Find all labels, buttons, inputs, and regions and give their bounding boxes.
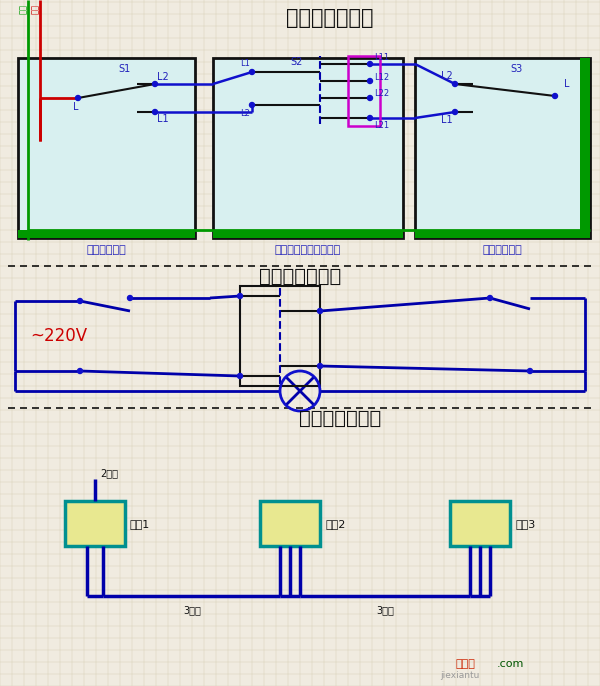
Bar xyxy=(348,56,380,126)
Bar xyxy=(213,58,403,238)
Circle shape xyxy=(452,110,458,115)
Text: L2: L2 xyxy=(441,71,453,81)
Circle shape xyxy=(77,298,83,303)
Text: S1: S1 xyxy=(118,64,130,74)
Bar xyxy=(580,58,590,230)
Bar xyxy=(260,501,320,546)
Bar xyxy=(213,230,403,238)
Text: L11: L11 xyxy=(374,53,389,62)
Text: S3: S3 xyxy=(510,64,522,74)
Text: L2: L2 xyxy=(240,108,250,117)
Text: S2: S2 xyxy=(290,57,302,67)
Circle shape xyxy=(76,95,80,101)
Text: L1: L1 xyxy=(157,114,169,124)
Circle shape xyxy=(527,368,533,373)
Text: 相线: 相线 xyxy=(19,4,28,14)
Text: 2根线: 2根线 xyxy=(100,468,118,478)
Bar xyxy=(450,501,510,546)
Circle shape xyxy=(128,296,133,300)
Circle shape xyxy=(250,69,254,75)
Text: 开关2: 开关2 xyxy=(325,519,346,529)
Circle shape xyxy=(487,296,493,300)
Text: 3根线: 3根线 xyxy=(183,605,201,615)
Text: L: L xyxy=(564,79,570,89)
Text: L: L xyxy=(73,102,79,112)
Bar xyxy=(65,501,125,546)
Text: 三控开关接线图: 三控开关接线图 xyxy=(286,8,374,28)
Circle shape xyxy=(152,110,157,115)
Circle shape xyxy=(317,364,323,368)
Text: 三控开关原理图: 三控开关原理图 xyxy=(259,266,341,285)
Text: jiexiantu: jiexiantu xyxy=(440,670,479,680)
Text: L21: L21 xyxy=(374,121,389,130)
Circle shape xyxy=(367,95,373,101)
Circle shape xyxy=(317,309,323,314)
Circle shape xyxy=(152,82,157,86)
Circle shape xyxy=(553,93,557,99)
Text: ~220V: ~220V xyxy=(30,327,87,345)
Bar xyxy=(415,230,590,238)
Bar xyxy=(18,58,195,238)
Bar xyxy=(415,58,590,238)
Circle shape xyxy=(367,78,373,84)
Circle shape xyxy=(238,373,242,379)
Circle shape xyxy=(367,115,373,121)
Text: L1: L1 xyxy=(240,60,250,69)
Text: 单开双控开关: 单开双控开关 xyxy=(482,245,522,255)
Text: 开关1: 开关1 xyxy=(130,519,150,529)
Bar xyxy=(18,230,195,238)
Text: .com: .com xyxy=(497,659,524,669)
Text: 三控开关布线图: 三控开关布线图 xyxy=(299,408,381,427)
Circle shape xyxy=(250,102,254,108)
Bar xyxy=(240,286,320,386)
Text: L1: L1 xyxy=(442,115,453,125)
Text: 火线: 火线 xyxy=(31,4,40,14)
Text: L12: L12 xyxy=(374,73,389,82)
Text: 3根线: 3根线 xyxy=(376,605,394,615)
Circle shape xyxy=(452,82,458,86)
Circle shape xyxy=(77,368,83,373)
Circle shape xyxy=(238,294,242,298)
Circle shape xyxy=(367,62,373,67)
Text: 单开双控开关: 单开双控开关 xyxy=(86,245,126,255)
Text: L22: L22 xyxy=(374,89,389,99)
Text: 中途开关（三控开关）: 中途开关（三控开关） xyxy=(275,245,341,255)
Text: L2: L2 xyxy=(157,72,169,82)
Text: 开关3: 开关3 xyxy=(515,519,535,529)
Text: 接线图: 接线图 xyxy=(455,659,475,669)
